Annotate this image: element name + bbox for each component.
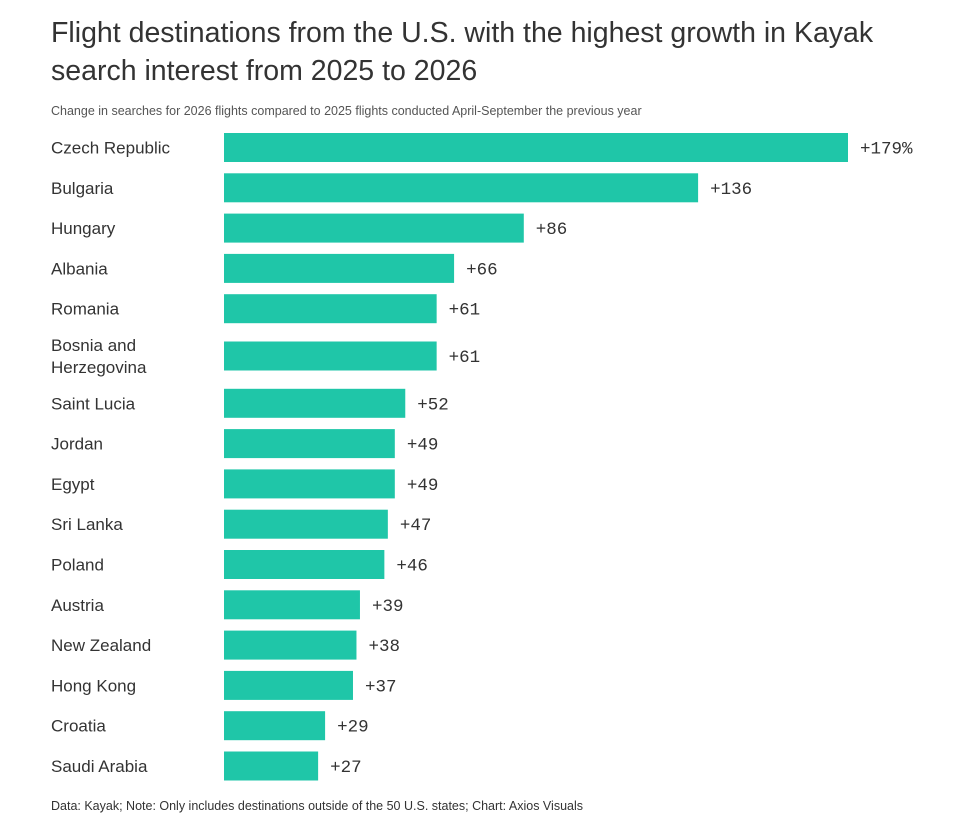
bar-row: Austria +39 <box>51 590 404 620</box>
bar <box>224 509 388 539</box>
bar <box>224 341 437 371</box>
value-label: +39 <box>372 597 404 617</box>
bar-row: Saudi Arabia +27 <box>51 751 362 781</box>
bar-row: Hungary +86 <box>51 213 568 243</box>
category-label: Herzegovina <box>51 358 147 377</box>
bar-row: Hong Kong +37 <box>51 670 397 700</box>
bar-row: Albania +66 <box>51 253 498 283</box>
bar-row: Sri Lanka +47 <box>51 509 432 539</box>
bar <box>224 173 699 203</box>
bar-row: Croatia +29 <box>51 711 369 741</box>
value-label: +38 <box>368 637 400 657</box>
category-label: New Zealand <box>51 636 151 655</box>
bar <box>224 469 395 499</box>
bar <box>224 253 455 283</box>
bar-row: Czech Republic +179% <box>51 133 913 162</box>
bar <box>224 388 406 418</box>
category-label: Jordan <box>51 435 103 454</box>
bar <box>224 751 319 781</box>
value-label: +61 <box>449 348 481 368</box>
value-label: +49 <box>407 476 439 496</box>
bar-row: New Zealand +38 <box>51 630 400 660</box>
chart-title: Flight destinations from the U.S. with t… <box>51 17 874 87</box>
value-label: +46 <box>396 557 428 577</box>
value-label: +49 <box>407 436 439 456</box>
category-label: Sri Lanka <box>51 515 123 534</box>
bar <box>224 133 848 162</box>
category-label: Hungary <box>51 219 116 238</box>
bar <box>224 630 357 660</box>
bar <box>224 550 385 579</box>
chart-subtitle: Change in searches for 2026 flights comp… <box>51 104 642 118</box>
bar <box>224 711 326 741</box>
category-label: Saint Lucia <box>51 394 136 413</box>
value-label: +27 <box>330 758 362 778</box>
bar-row: Poland +46 <box>51 550 428 579</box>
category-label: Bosnia and <box>51 336 136 355</box>
bar-row: Romania +61 <box>51 294 481 324</box>
bar <box>224 429 395 459</box>
value-label: +179% <box>860 140 913 160</box>
value-label: +52 <box>417 395 449 415</box>
bar-row: Bosnia and Herzegovina +61 <box>51 336 480 377</box>
value-label: +29 <box>337 718 369 738</box>
value-label: +37 <box>365 677 397 697</box>
value-label: +61 <box>449 301 481 321</box>
bar <box>224 213 524 243</box>
category-label: Saudi Arabia <box>51 757 148 776</box>
value-label: +47 <box>400 516 432 536</box>
category-label: Egypt <box>51 475 95 494</box>
bar-row: Jordan +49 <box>51 429 439 459</box>
category-label: Romania <box>51 300 120 319</box>
bar <box>224 590 360 620</box>
chart-footer: Data: Kayak; Note: Only includes destina… <box>51 799 583 813</box>
value-label: +136 <box>710 180 752 200</box>
bar-row: Bulgaria +136 <box>51 173 752 203</box>
category-label: Albania <box>51 259 108 278</box>
bar <box>224 670 353 700</box>
category-label: Austria <box>51 596 104 615</box>
category-label: Hong Kong <box>51 676 136 695</box>
bar <box>224 294 437 324</box>
category-label: Bulgaria <box>51 179 114 198</box>
category-label: Czech Republic <box>51 139 171 158</box>
value-label: +86 <box>536 220 568 240</box>
category-label: Poland <box>51 556 104 575</box>
bar-row: Egypt +49 <box>51 469 439 499</box>
bar-row: Saint Lucia +52 <box>51 388 449 418</box>
category-label: Croatia <box>51 717 106 736</box>
value-label: +66 <box>466 260 498 280</box>
